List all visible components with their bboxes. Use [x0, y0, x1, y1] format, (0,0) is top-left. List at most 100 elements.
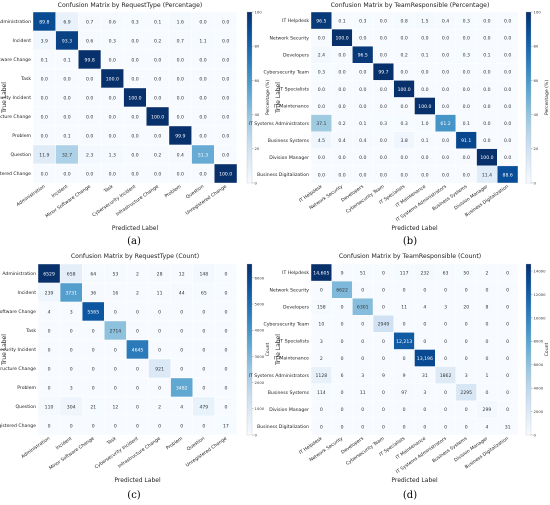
colorbar — [246, 263, 253, 436]
cell-value: 50 — [463, 270, 469, 276]
cell-value: 0.0 — [177, 171, 184, 177]
x-tick-label: Problem — [164, 183, 183, 199]
y-axis-label: True Label — [275, 82, 282, 114]
cell-value: 0 — [202, 347, 205, 353]
cell-value: 0.0 — [463, 87, 470, 93]
cell-value: 0.4 — [177, 152, 184, 158]
cell-value: 9 — [341, 270, 344, 276]
y-tick-label: Network Security — [269, 287, 309, 293]
y-axis-label: True Label — [1, 334, 8, 366]
cell-value: 32.7 — [62, 152, 72, 158]
cell-value: 0 — [202, 328, 205, 334]
cell-value: 44 — [179, 290, 185, 296]
cell-value: 0 — [423, 424, 426, 430]
cell-value: 0.0 — [63, 171, 70, 177]
cell-value: 0.3 — [463, 53, 470, 59]
cell-value: 0 — [341, 424, 344, 430]
colorbar-tick-label: 40 — [255, 112, 260, 117]
cell-value: 0.7 — [86, 19, 93, 25]
panel-b: Confusion Matrix by TeamResponsible (Per… — [249, 2, 550, 232]
cell-value: 6 — [341, 373, 344, 379]
cell-value: 0.0 — [199, 19, 206, 25]
colorbar-tick-label: 0 — [534, 432, 537, 437]
y-tick-label: Division Manager — [269, 155, 309, 161]
cell-value: 0.0 — [318, 155, 325, 161]
cell-value: 304 — [67, 404, 76, 410]
cell-value: 0.0 — [86, 76, 93, 82]
cell-value: 11.4 — [482, 172, 492, 178]
cell-value: 0.0 — [41, 171, 48, 177]
cell-value: 2 — [136, 271, 139, 277]
cell-value: 0.0 — [400, 172, 407, 178]
cell-value: 0 — [361, 424, 364, 430]
y-tick-label: Network Security — [269, 35, 309, 41]
cell-value: 0.0 — [463, 104, 470, 110]
caption-c: (c) — [127, 490, 141, 501]
cell-value: 0.0 — [109, 133, 116, 139]
cell-value: 0.0 — [483, 87, 490, 93]
colorbar-tick-label: 100 — [255, 9, 263, 14]
cell-value: 11 — [157, 290, 163, 296]
cell-value: 0.0 — [109, 57, 116, 63]
cell-value: 4 — [485, 424, 488, 430]
cell-value: 0 — [465, 356, 468, 362]
y-tick-label: Division Manager — [269, 407, 309, 413]
cell-value: 0.0 — [504, 104, 511, 110]
x-axis-label: Predicted Label — [391, 225, 438, 232]
cell-value: 4.5 — [318, 138, 325, 144]
cell-value: 63 — [443, 270, 449, 276]
caption-b: (b) — [402, 236, 418, 247]
cell-value: 51 — [360, 270, 366, 276]
x-tick-label: Question — [185, 184, 205, 201]
cell-value: 0.8 — [400, 18, 407, 24]
y-tick-label: Unregistered Change — [0, 423, 36, 429]
colorbar-tick-label: 1000 — [255, 406, 265, 411]
heatmap-cell — [497, 165, 519, 184]
cell-value: 97 — [401, 390, 407, 396]
cell-value: 3 — [320, 339, 323, 345]
y-tick-label: Incident — [17, 290, 36, 296]
cell-value: 8 — [485, 305, 488, 311]
cell-value: 99.8 — [85, 57, 95, 63]
cell-value: 0.0 — [199, 57, 206, 63]
cell-value: 12,213 — [396, 339, 412, 345]
cell-value: 0 — [423, 407, 426, 413]
cell-value: 658 — [67, 271, 76, 277]
x-tick-label: Business Systems — [431, 435, 469, 464]
cell-value: 0 — [158, 423, 161, 429]
cell-value: 96.5 — [316, 18, 326, 24]
cell-value: 0.0 — [131, 114, 138, 120]
cell-value: 0.0 — [86, 95, 93, 101]
cell-value: 0 — [114, 366, 117, 372]
y-tick-label: Cybersecurity Team — [264, 321, 310, 327]
cell-value: 0 — [92, 347, 95, 353]
cell-value: 0.0 — [177, 114, 184, 120]
cell-value: 0 — [320, 424, 323, 430]
cell-value: 0.1 — [463, 121, 470, 127]
cell-value: 0 — [48, 385, 51, 391]
cell-value: 13,196 — [417, 356, 433, 362]
cell-value: 100.0 — [151, 114, 164, 120]
cell-value: 0.0 — [400, 70, 407, 76]
cell-value: 0 — [382, 390, 385, 396]
cell-value: 0 — [444, 390, 447, 396]
cell-value: 479 — [199, 404, 208, 410]
cell-value: 0.0 — [504, 70, 511, 76]
cell-value: 0.0 — [380, 172, 387, 178]
cell-value: 0.0 — [380, 18, 387, 24]
cell-value: 4645 — [132, 347, 144, 353]
x-tick-label: Cybersecurity Team — [345, 183, 386, 214]
cell-value: 0.0 — [359, 104, 366, 110]
cell-value: 0.0 — [359, 35, 366, 41]
x-tick-label: Cybersecurity Incident — [91, 184, 137, 219]
cell-value: 64 — [90, 271, 96, 277]
cell-value: 3731 — [65, 290, 77, 296]
y-tick-label: Minor Software Change — [0, 309, 36, 315]
y-tick-label: Developers — [283, 304, 310, 310]
cell-value: 0 — [180, 328, 183, 334]
cell-value: 0.0 — [483, 138, 490, 144]
cell-value: 0 — [180, 423, 183, 429]
cell-value: 0 — [465, 407, 468, 413]
cell-value: 0.0 — [400, 104, 407, 110]
cell-value: 0 — [361, 356, 364, 362]
